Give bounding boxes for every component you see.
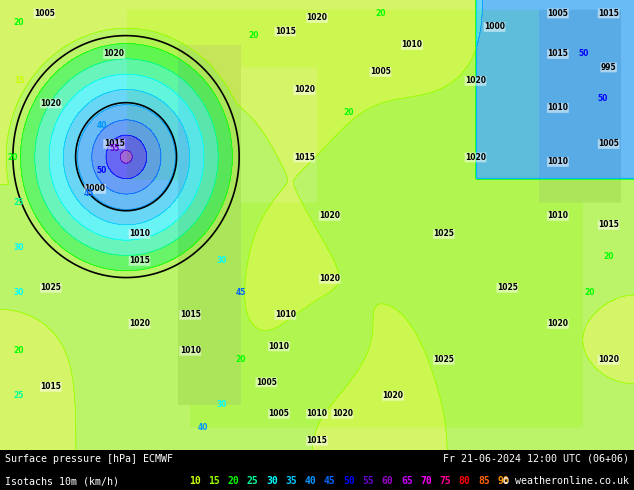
Text: 1020: 1020	[465, 153, 486, 162]
Text: 1000: 1000	[484, 23, 505, 31]
Text: 25: 25	[14, 198, 24, 207]
Text: 75: 75	[439, 476, 451, 486]
Text: 1005: 1005	[269, 409, 289, 418]
Text: 1015: 1015	[41, 382, 61, 392]
Text: 1010: 1010	[275, 310, 296, 319]
Text: 45: 45	[84, 189, 94, 198]
Text: 1020: 1020	[332, 409, 353, 418]
Text: 1020: 1020	[40, 99, 61, 108]
Text: 1015: 1015	[548, 49, 568, 58]
Text: 30: 30	[266, 476, 278, 486]
Text: 60: 60	[382, 476, 394, 486]
Text: 1015: 1015	[180, 310, 200, 319]
Text: 1010: 1010	[547, 103, 569, 113]
Text: Fr 21-06-2024 12:00 UTC (06+06): Fr 21-06-2024 12:00 UTC (06+06)	[443, 454, 629, 464]
Text: 1020: 1020	[319, 211, 340, 220]
Text: 10: 10	[189, 476, 201, 486]
Text: 1005: 1005	[256, 378, 276, 387]
Text: 1010: 1010	[547, 157, 569, 167]
Text: 25: 25	[14, 392, 24, 400]
Text: 1005: 1005	[598, 140, 619, 148]
Text: 1020: 1020	[129, 319, 150, 328]
Text: 995: 995	[601, 63, 616, 72]
Text: 1015: 1015	[104, 140, 124, 148]
Text: 1000: 1000	[84, 184, 106, 194]
Text: 40: 40	[96, 122, 107, 130]
Text: Surface pressure [hPa] ECMWF: Surface pressure [hPa] ECMWF	[5, 454, 173, 464]
Text: 1015: 1015	[598, 9, 619, 18]
Text: 1015: 1015	[307, 436, 327, 445]
Text: 1010: 1010	[306, 409, 328, 418]
Text: 1020: 1020	[306, 14, 328, 23]
Text: 1020: 1020	[547, 319, 569, 328]
Text: 20: 20	[14, 346, 24, 355]
Text: 20: 20	[585, 288, 595, 297]
Text: 50: 50	[96, 167, 107, 175]
Text: 1020: 1020	[103, 49, 125, 58]
Text: 1020: 1020	[294, 85, 315, 95]
Text: 1025: 1025	[434, 229, 454, 239]
Text: 30: 30	[14, 243, 24, 252]
Text: 80: 80	[459, 476, 470, 486]
Text: 1010: 1010	[179, 346, 201, 355]
Text: 1010: 1010	[401, 41, 423, 49]
Text: 1025: 1025	[497, 283, 517, 293]
Text: 85: 85	[478, 476, 490, 486]
Text: 15: 15	[208, 476, 220, 486]
Text: 1005: 1005	[34, 9, 55, 18]
Text: 50: 50	[597, 95, 607, 103]
Text: 40: 40	[198, 423, 208, 432]
Text: 20: 20	[8, 153, 18, 162]
Text: 30: 30	[14, 288, 24, 297]
Text: 1020: 1020	[465, 76, 486, 85]
Text: 45: 45	[324, 476, 335, 486]
Text: 40: 40	[304, 476, 316, 486]
Text: 15: 15	[14, 76, 24, 85]
Text: 1010: 1010	[268, 342, 290, 351]
Text: 20: 20	[14, 18, 24, 27]
Text: 1010: 1010	[547, 211, 569, 220]
Text: 1015: 1015	[129, 256, 150, 266]
Text: 20: 20	[249, 31, 259, 41]
Text: 25: 25	[247, 476, 259, 486]
Text: 1015: 1015	[598, 220, 619, 229]
Text: 50: 50	[578, 49, 588, 58]
Text: 1015: 1015	[294, 153, 314, 162]
Text: 30: 30	[217, 400, 227, 409]
Text: 20: 20	[228, 476, 239, 486]
Text: 1025: 1025	[41, 283, 61, 293]
Text: 50: 50	[343, 476, 355, 486]
Text: 70: 70	[420, 476, 432, 486]
Text: 1025: 1025	[434, 355, 454, 365]
Text: 30: 30	[217, 256, 227, 266]
Text: 55: 55	[109, 144, 119, 153]
Text: © weatheronline.co.uk: © weatheronline.co.uk	[503, 476, 629, 486]
Text: 20: 20	[344, 108, 354, 117]
Text: 20: 20	[604, 252, 614, 261]
Text: Isotachs 10m (km/h): Isotachs 10m (km/h)	[5, 476, 119, 486]
Text: 65: 65	[401, 476, 413, 486]
Text: 1015: 1015	[275, 27, 295, 36]
Text: 35: 35	[285, 476, 297, 486]
Text: 1005: 1005	[370, 68, 391, 76]
Text: 20: 20	[375, 9, 385, 18]
Text: 1005: 1005	[548, 9, 568, 18]
Text: 45: 45	[236, 288, 246, 297]
Text: 20: 20	[236, 355, 246, 365]
Text: 1020: 1020	[598, 355, 619, 365]
Text: 55: 55	[363, 476, 374, 486]
Text: 1020: 1020	[319, 274, 340, 283]
Text: 90: 90	[498, 476, 509, 486]
Text: 1010: 1010	[129, 229, 150, 239]
Text: 1020: 1020	[382, 392, 404, 400]
